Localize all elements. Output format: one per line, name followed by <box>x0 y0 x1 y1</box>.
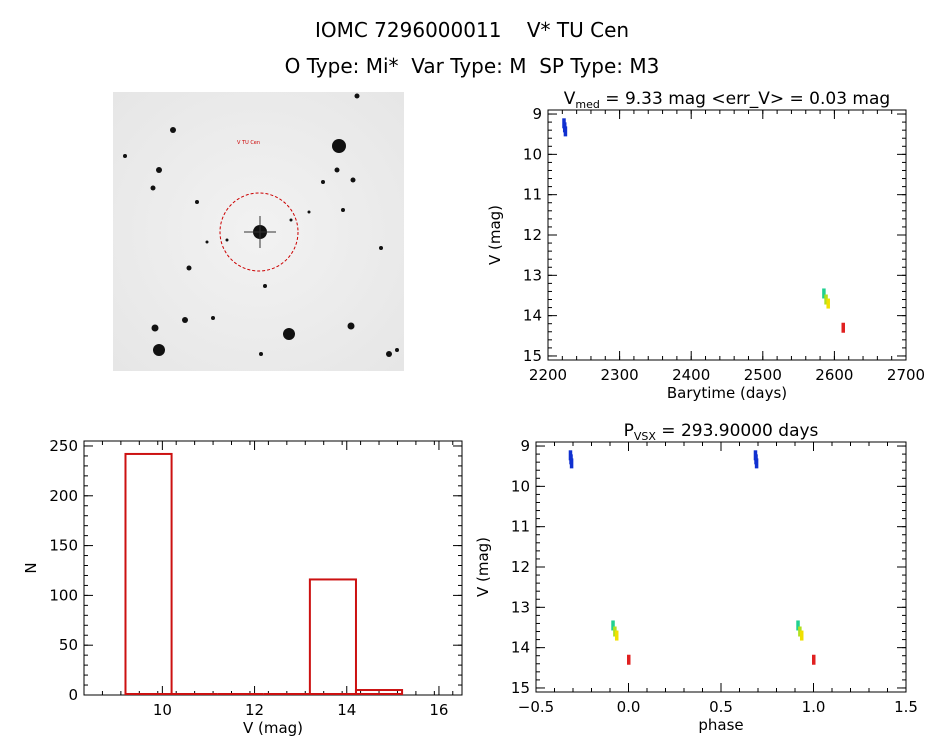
phase-curve-point <box>799 630 804 641</box>
histogram-bar <box>308 578 357 695</box>
histogram-plot: 10 12 14 16 0 50 100 150 200 250 V (mag) N <box>22 437 463 737</box>
histogram-ytick-label: 100 <box>49 586 78 604</box>
target-star <box>244 216 276 248</box>
phase-curve-point <box>796 620 800 631</box>
light-curve-xtick-label: 2700 <box>887 366 925 384</box>
target-label: V TU Cen <box>237 140 260 146</box>
phase-curve-point <box>627 654 631 665</box>
phase-curve-ytick-label: 10 <box>511 477 530 495</box>
phase-curve-xtick-label: 0.5 <box>709 698 733 716</box>
light-curve-point <box>563 126 568 137</box>
phase-curve-point <box>613 626 617 637</box>
phase-curve-ytick-label: 9 <box>520 437 530 455</box>
phase-curve-ytick-label: 12 <box>511 558 530 576</box>
phase-curve-point <box>798 626 802 637</box>
light-curve-xtick-label: 2300 <box>601 366 639 384</box>
figure-subtitle: O Type: Mi* Var Type: M SP Type: M3 <box>284 54 660 78</box>
phase-curve-point <box>614 630 619 641</box>
phase-curve-ytick-label: 15 <box>511 679 530 697</box>
phase-curve-plot: −0.5 0.0 0.5 1.0 1.5 9 10 11 12 13 14 15 phase V (mag… <box>474 421 918 734</box>
phase-curve-xtick-label: −0.5 <box>518 698 554 716</box>
figure-title: IOMC 7296000011 V* TU Cen <box>314 18 630 42</box>
histogram-bar <box>124 452 173 695</box>
phase-curve-ylabel: V (mag) <box>474 537 492 597</box>
histogram-ytick-label: 250 <box>49 437 78 455</box>
histogram-ytick-label: 200 <box>49 487 78 505</box>
phase-curve-ytick-label: 13 <box>511 598 530 616</box>
phase-curve-xtick-label: 1.5 <box>894 698 918 716</box>
sky-image: V TU Cen <box>113 92 404 371</box>
light-curve-ytick-label: 9 <box>532 105 542 123</box>
histogram-xtick-label: 12 <box>245 701 264 719</box>
light-curve-point <box>826 298 830 309</box>
histogram-ylabel: N <box>22 562 40 573</box>
phase-curve-xlabel: phase <box>698 716 743 734</box>
histogram-ytick-label: 0 <box>68 686 78 704</box>
histogram-ytick-label: 150 <box>49 537 78 555</box>
phase-curve-point <box>812 654 816 665</box>
phase-curve-point <box>754 458 759 469</box>
phase-curve-xtick-label: 1.0 <box>802 698 826 716</box>
light-curve-ylabel: V (mag) <box>486 205 504 265</box>
phase-curve-ytick-label: 14 <box>511 639 530 657</box>
phase-curve-point <box>611 620 615 631</box>
light-curve-ytick-label: 13 <box>523 266 542 284</box>
light-curve-point <box>841 322 845 333</box>
light-curve-ytick-label: 12 <box>523 226 542 244</box>
field-stars <box>123 93 399 357</box>
light-curve-xtick-label: 2200 <box>529 366 567 384</box>
light-curve-ytick-label: 11 <box>523 186 542 204</box>
light-curve-point <box>824 294 828 305</box>
light-curve-ytick-label: 15 <box>523 347 542 365</box>
histogram-xtick-label: 14 <box>337 701 356 719</box>
light-curve-point <box>822 288 826 299</box>
phase-curve-ytick-label: 11 <box>511 518 530 536</box>
histogram-xlabel: V (mag) <box>243 719 303 737</box>
light-curve-ytick-label: 14 <box>523 307 542 325</box>
light-curve-xtick-label: 2400 <box>672 366 710 384</box>
histogram-frame <box>83 440 463 696</box>
phase-curve-point <box>569 458 574 469</box>
histogram-bar <box>354 689 404 695</box>
light-curve-xlabel: Barytime (days) <box>667 384 787 402</box>
light-curve-xtick-label: 2600 <box>815 366 853 384</box>
phase-curve-title: PVSX = 293.90000 days <box>624 421 819 443</box>
phase-curve-frame <box>535 441 907 693</box>
target-circle <box>219 192 299 272</box>
histogram-ytick-label: 50 <box>59 636 78 654</box>
light-curve-xtick-label: 2500 <box>744 366 782 384</box>
histogram-xtick-label: 16 <box>429 701 448 719</box>
light-curve-plot: 2200 2300 2400 2500 2600 2700 9 10 11 12 13 14 15 Bar… <box>486 89 925 402</box>
histogram-xtick-label: 10 <box>153 701 172 719</box>
phase-curve-xtick-label: 0.0 <box>617 698 641 716</box>
light-curve-title: Vmed = 9.33 mag <err_V> = 0.03 mag <box>564 89 890 111</box>
light-curve-ytick-label: 10 <box>523 145 542 163</box>
light-curve-frame <box>547 109 907 361</box>
